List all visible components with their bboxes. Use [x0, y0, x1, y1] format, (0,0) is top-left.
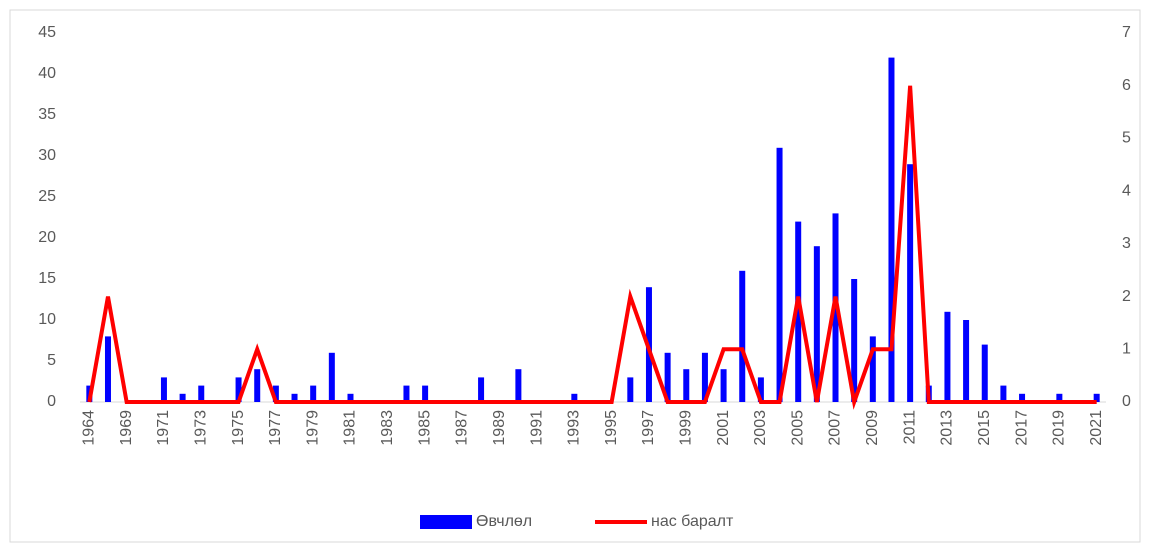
- bar: [851, 279, 858, 402]
- bar: [328, 352, 335, 402]
- legend-swatch: [420, 515, 472, 529]
- x-tick-label: 1999: [677, 410, 694, 446]
- bar: [627, 377, 634, 402]
- x-tick-label: 1979: [304, 410, 321, 446]
- x-tick-label: 1964: [81, 410, 98, 446]
- bar: [1000, 385, 1007, 402]
- x-tick-label: 2017: [1013, 410, 1030, 446]
- bar: [944, 311, 951, 402]
- bar: [1019, 393, 1026, 402]
- chart-frame: [9, 9, 1141, 543]
- bar: [403, 385, 410, 402]
- bar: [683, 369, 690, 402]
- bar: [813, 246, 820, 402]
- bar: [571, 393, 578, 402]
- bar: [422, 385, 429, 402]
- bar: [1093, 393, 1100, 402]
- bar: [104, 336, 111, 402]
- bar: [235, 377, 242, 402]
- bar: [869, 336, 876, 402]
- x-tick-label: 2019: [1051, 410, 1068, 446]
- x-tick-label: 1987: [454, 410, 471, 446]
- x-tick-label: 1969: [118, 410, 135, 446]
- x-tick-label: 1991: [528, 410, 545, 446]
- y2-tick-label: 7: [1122, 24, 1131, 41]
- x-tick-label: 2003: [752, 410, 769, 446]
- y-tick-label: 45: [38, 24, 56, 41]
- x-tick-label: 2021: [1088, 410, 1105, 446]
- x-tick-label: 1973: [192, 410, 209, 446]
- bar: [795, 221, 802, 402]
- x-tick-label: 2005: [789, 410, 806, 446]
- x-tick-label: 1997: [640, 410, 657, 446]
- y-tick-label: 40: [38, 65, 56, 82]
- legend-label: нас баралт: [651, 513, 734, 530]
- bar: [664, 352, 671, 402]
- bar: [254, 369, 261, 402]
- x-tick-label: 2001: [715, 410, 732, 446]
- bar: [198, 385, 205, 402]
- bar: [160, 377, 167, 402]
- x-tick-label: 1995: [603, 410, 620, 446]
- y-tick-label: 15: [38, 270, 56, 287]
- x-tick-label: 2009: [864, 410, 881, 446]
- y-tick-label: 20: [38, 229, 56, 246]
- y-tick-label: 10: [38, 311, 56, 328]
- bar: [478, 377, 485, 402]
- y2-tick-label: 5: [1122, 130, 1131, 147]
- y2-tick-label: 6: [1122, 77, 1131, 94]
- bar: [720, 369, 727, 402]
- x-tick-label: 2013: [939, 410, 956, 446]
- bar: [981, 344, 988, 402]
- y-tick-label: 0: [47, 393, 56, 410]
- y-tick-label: 25: [38, 188, 56, 205]
- x-tick-label: 1975: [230, 410, 247, 446]
- bar: [291, 393, 298, 402]
- bar: [272, 385, 279, 402]
- line: [87, 85, 1097, 410]
- bar: [179, 393, 186, 402]
- y2-tick-label: 0: [1122, 393, 1131, 410]
- x-tick-label: 2015: [976, 410, 993, 446]
- x-tick-label: 1977: [267, 410, 284, 446]
- bar: [739, 270, 746, 402]
- bar: [515, 369, 522, 402]
- x-tick-label: 2007: [827, 410, 844, 446]
- y2-tick-label: 2: [1122, 288, 1131, 305]
- y-tick-label: 30: [38, 147, 56, 164]
- bar: [776, 147, 783, 402]
- x-tick-label: 1971: [155, 410, 172, 446]
- y2-tick-label: 1: [1122, 341, 1131, 358]
- y2-tick-label: 3: [1122, 235, 1131, 252]
- bar: [963, 320, 970, 402]
- y-tick-label: 35: [38, 106, 56, 123]
- x-tick-label: 2011: [901, 410, 918, 445]
- legend-label: Өвчлөл: [476, 513, 532, 530]
- bar: [888, 57, 895, 402]
- x-tick-label: 1993: [566, 410, 583, 446]
- y2-tick-label: 4: [1122, 182, 1131, 199]
- x-tick-label: 1981: [342, 410, 359, 446]
- bar: [347, 393, 354, 402]
- x-tick-label: 1989: [491, 410, 508, 446]
- bar: [701, 352, 708, 402]
- bar: [310, 385, 317, 402]
- x-tick-label: 1983: [379, 410, 396, 446]
- bar: [757, 377, 764, 402]
- bar: [907, 164, 914, 402]
- bar: [1056, 393, 1063, 402]
- x-tick-label: 1985: [416, 410, 433, 446]
- y-tick-label: 5: [47, 352, 56, 369]
